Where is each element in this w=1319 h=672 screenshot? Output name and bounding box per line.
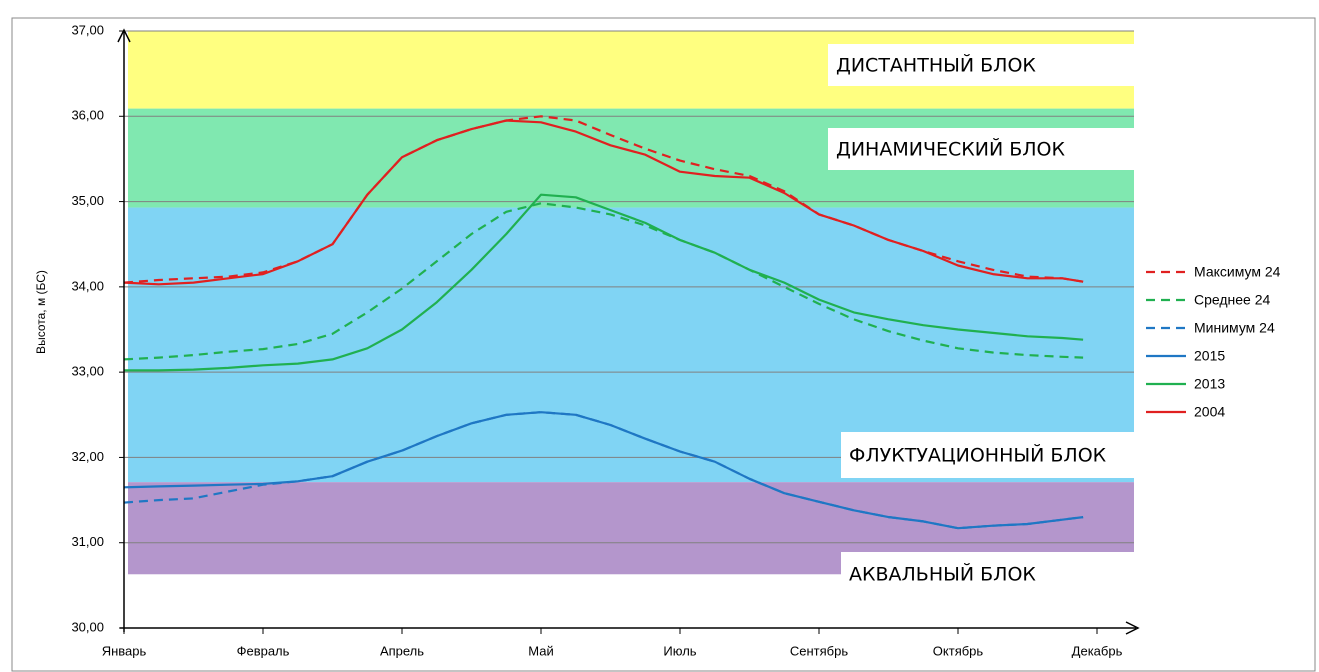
y-tick-label: 30,00 [71,619,104,634]
y-axis-label: Высота, м (БС) [34,270,48,354]
y-tick-label: 32,00 [71,449,104,464]
band-label: ФЛУКТУАЦИОННЫЙ БЛОК [849,444,1107,467]
series-line [123,115,1084,284]
x-tick-label: Декабрь [1072,643,1123,658]
y-tick-label: 36,00 [71,108,104,123]
x-axis-arrow [1125,621,1140,635]
band-label-box [828,128,1134,170]
x-tick-label: Июль [663,643,696,658]
series-line [123,202,1084,361]
x-tick-label: Январь [102,643,147,658]
band-label-box [828,44,1134,86]
band-label: АКВАЛЬНЫЙ БЛОК [849,563,1036,586]
bands [128,31,1134,575]
grid: 30,00 31,00 32,00 33,00 34,00 35,00 36,00 37,00… [71,22,1134,658]
legend: Максимум 24 Среднее 24 Минимум 24 2015 2013 2… [1146,264,1281,420]
series-line [123,119,1084,286]
series-line [123,411,1084,530]
axes [117,28,1140,635]
x-tick-label: Октябрь [933,643,984,658]
x-tick-label: Сентябрь [790,643,848,658]
band-label: ДИСТАНТНЫЙ БЛОК [836,54,1036,77]
legend-label: Среднее 24 [1194,292,1271,308]
x-tick-label: Февраль [237,643,290,658]
legend-label: 2004 [1194,404,1225,420]
series-line [124,193,1084,372]
labels: ДИСТАНТНЫЙ БЛОК ДИНАМИЧЕСКИЙ БЛОК ФЛУКТУАЦ… [828,44,1140,596]
legend-label: Максимум 24 [1194,264,1281,280]
y-axis-arrow [117,28,131,43]
y-tick-label: 31,00 [71,534,104,549]
legend-label: Минимум 24 [1194,320,1275,336]
y-tick-label: 33,00 [71,364,104,379]
y-tick-label: 37,00 [71,22,104,37]
band-label-box [841,432,1140,478]
legend-label: 2013 [1194,376,1225,392]
legend-label: 2015 [1194,348,1225,364]
x-tick-label: Май [528,643,553,658]
lines [123,115,1084,530]
band-label: ДИНАМИЧЕСКИЙ БЛОК [836,138,1065,161]
y-tick-label: 35,00 [71,193,104,208]
x-tick-label: Апрель [380,643,424,658]
frame [11,17,1316,672]
y-tick-label: 34,00 [71,278,104,293]
band-label-box [841,552,1134,596]
